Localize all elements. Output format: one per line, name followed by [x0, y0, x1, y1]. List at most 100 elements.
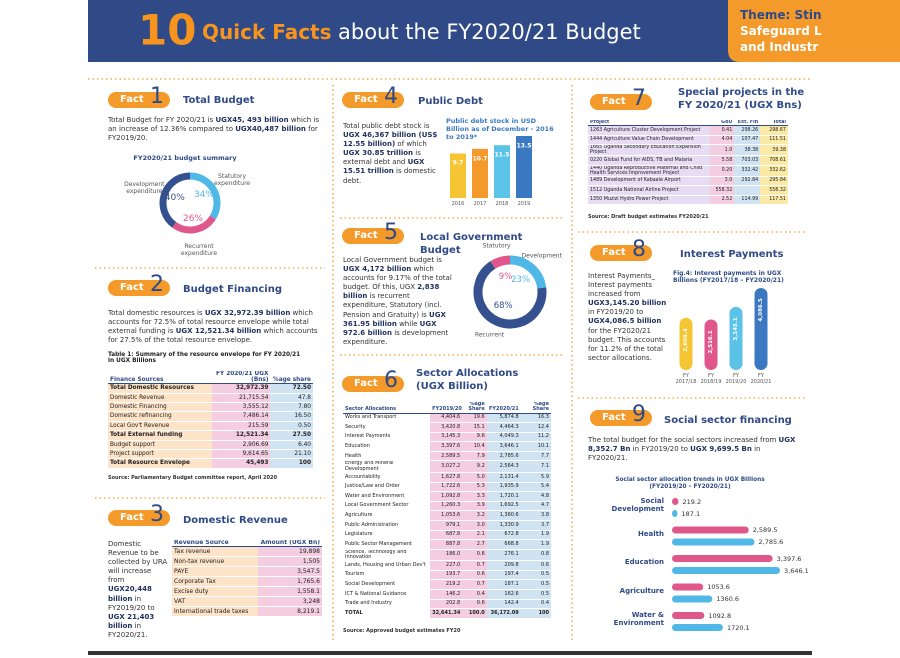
table-cell: 3,248 [258, 596, 322, 608]
table-cell: 5.4 [520, 482, 551, 493]
fact-badge: Fact [108, 510, 170, 526]
bold-text: UGX 32,972.39 billion [204, 309, 291, 317]
table-cell: 1,765.6 [258, 576, 322, 588]
fact-title: Domestic Revenue [183, 515, 288, 526]
bar-value-label: 1092.8 [708, 611, 732, 620]
table-cell: 202.8 [430, 599, 463, 610]
bold-text: UGX 8,352.7 Bn [588, 436, 796, 454]
table-cell: 227.0 [430, 560, 463, 571]
table-cell: 6.40 [270, 440, 313, 450]
table-cell: 3.0 [710, 176, 735, 187]
category-label: Agriculture [619, 586, 664, 595]
bar-value-label: 2,589.5 [752, 526, 778, 534]
table-cell: 27.50 [270, 430, 313, 441]
table-cell: 0.6 [462, 549, 487, 562]
donut-value-label: 68% [493, 301, 513, 312]
bar-value-label: 13.5 [516, 142, 532, 150]
table-cell: 0.6 [520, 560, 551, 571]
text-run: Total domestic resources is [108, 309, 205, 317]
text-run: which is an increase of 12.36% compared … [108, 116, 320, 134]
table-cell: 100.0 [462, 608, 487, 619]
fact-number: 4 [384, 84, 398, 109]
table-cell: Total External funding [108, 430, 213, 441]
table-row: Total External funding 12,521.34 27.50 [108, 430, 313, 441]
fact-title: Interest Payments [680, 249, 784, 260]
fact-number: 5 [384, 220, 398, 245]
table-cell: Science, Technology and Innovation [343, 549, 431, 562]
bold-text: UGX 46,367 billion (US$ 12.55 billion) [343, 131, 438, 149]
fact-title: Sector Allocations (UGX Billion) [416, 368, 519, 392]
text-run: is external debt and [343, 149, 421, 167]
bar [450, 153, 466, 198]
donut-category-label: Statutory [482, 242, 511, 250]
table-cell: 1,627.8 [430, 472, 463, 483]
bar [672, 526, 749, 534]
table-cell: 7.7 [520, 451, 551, 462]
table-cell: 0.6 [462, 570, 487, 581]
table-cell: 142.4 [486, 599, 521, 610]
table-cell: 3,646.1 [486, 441, 521, 452]
table-cell: 187.1 [486, 579, 521, 590]
bar [679, 317, 693, 370]
text-run: for the FY2020/21 budget. This accounts … [588, 326, 666, 362]
table-cell: 1,360.6 [486, 510, 521, 521]
donut-segment [473, 261, 547, 329]
bar [672, 538, 755, 546]
table-row: 1440 Uganda Reproductive Maternal and Ch… [588, 165, 788, 177]
donut-value-label: 34% [194, 190, 215, 201]
table-cell: 1,260.3 [430, 501, 463, 512]
table-cell: 0.5 [520, 579, 551, 590]
table-row: 1263 Agriculture Cluster Development Pro… [588, 125, 788, 136]
table-row: Domestic refinancing 7,486.14 16.50 [108, 411, 313, 422]
table-cell: 3.0 [462, 520, 487, 531]
column-header: %age Share [520, 402, 551, 414]
bold-text: 2,838 billion [343, 283, 440, 301]
table-cell: 32,972.39 [212, 383, 271, 394]
paragraph: Total Budget for FY 2020/21 is UGX45, 49… [108, 116, 323, 143]
table-cell: 0.7 [462, 579, 487, 590]
resource-table: Finance Sources FY 2020/21 UGX (Bns) %age … [108, 371, 313, 469]
bold-text: UGX 30.85 trillion [343, 149, 414, 158]
column-header: GoU [710, 120, 735, 126]
table-header-row: Finance Sources FY 2020/21 UGX (Bns) %age … [108, 371, 313, 385]
table-cell: 3.9 [462, 501, 487, 512]
table-cell: 72.50 [270, 383, 313, 394]
x-tick-label: FY 2019/20 [725, 373, 747, 385]
table-row: Total Domestic Resources 32,972.39 72.50 [108, 383, 313, 394]
category-label: Water & Environment [613, 611, 664, 627]
table-cell: 7.9 [462, 451, 487, 462]
fact-number: 3 [150, 502, 164, 527]
table-cell: Project support [108, 449, 213, 460]
table-cell: 0220 Global Fund for AIDS, TB and Malari… [588, 155, 711, 166]
table-row: Total Resource Envelope 45,493 100 [108, 458, 313, 469]
column-header: FY 2020/21 UGX (Bns) [212, 371, 271, 385]
bold-text: UGX 12,521.34 billion [175, 327, 262, 336]
table-cell: 668.8 [486, 539, 521, 550]
table-cell: 292.84 [734, 176, 761, 187]
table-cell: 887.8 [430, 539, 463, 550]
donut-segment [189, 172, 221, 220]
table-source: Source: Parliamentary Budget committee r… [108, 475, 277, 481]
bar-value-label: 1720.1 [726, 623, 750, 632]
table-cell: 45,493 [212, 458, 271, 469]
table-cell: 19.6 [462, 413, 487, 424]
x-tick-label: 2017 [473, 201, 487, 207]
table-cell: 298.26 [734, 125, 761, 136]
table-cell: 979.1 [430, 520, 463, 531]
table-cell: 36,172.09 [486, 608, 521, 619]
table-row: Science, Technology and Innovation 186.0 0… [343, 549, 551, 562]
donut-segment [159, 172, 191, 228]
table-cell: 0.8 [520, 549, 551, 562]
table-cell: 38.38 [734, 144, 761, 157]
bar-value-label: 11.5 [494, 151, 510, 159]
table-cell: 19,898 [258, 546, 322, 558]
x-tick-label: FY 2017/18 [675, 373, 697, 385]
table-row: Agriculture 1,053.6 3.2 1,360.6 3.8 [343, 510, 551, 521]
table-cell: 146.2 [430, 589, 463, 600]
table-cell: 197.4 [486, 570, 521, 581]
table-header-row: Project GoU Ext. Fin Total [588, 120, 788, 126]
table-cell: Legislature [343, 530, 431, 541]
table-cell: 1350 Muzizi Hydro Power Project [588, 195, 711, 206]
text-run: is domestic debt. [343, 167, 436, 185]
